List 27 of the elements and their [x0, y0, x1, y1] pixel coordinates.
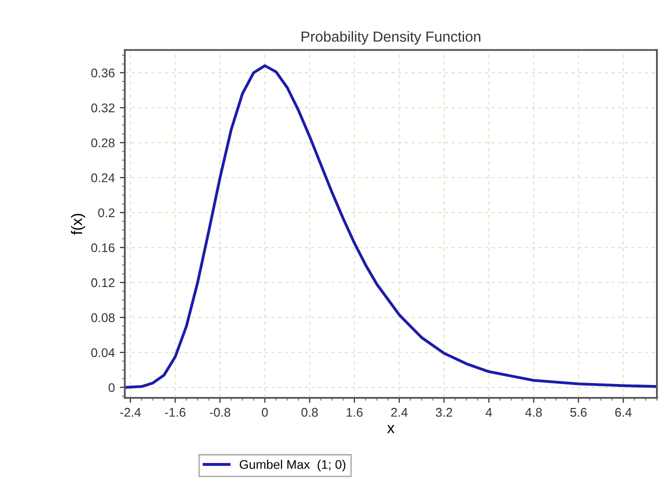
y-tick-label: 0.2 — [98, 208, 114, 218]
x-tick-label: 1.6 — [346, 408, 363, 417]
y-tick-label: 0.24 — [91, 173, 115, 182]
chart-title: Probability Density Function — [302, 31, 480, 45]
y-tick-label: 0.28 — [91, 138, 115, 148]
legend-label: Gumbel Max (1; 0) — [240, 460, 346, 472]
y-tick-label: 0.08 — [91, 313, 115, 322]
x-tick-label: 4 — [486, 408, 492, 417]
x-tick-label: 6.4 — [615, 408, 632, 417]
x-tick-label: 3.2 — [436, 408, 452, 417]
x-axis-title: x — [387, 425, 395, 434]
x-tick-label: 5.6 — [570, 408, 587, 417]
y-tick-label: 0.32 — [91, 103, 114, 112]
x-tick-label: -0.8 — [210, 408, 230, 417]
y-tick-label: 0.12 — [91, 278, 114, 288]
y-tick-label: 0.16 — [91, 243, 115, 252]
y-axis-title: f(x) — [70, 214, 86, 235]
x-tick-label: -1.6 — [165, 408, 186, 417]
x-tick-label: 2.4 — [391, 408, 408, 417]
x-tick-label: -2.4 — [120, 408, 141, 417]
y-tick-label: 0.36 — [91, 68, 115, 78]
x-tick-label: 4.8 — [525, 408, 542, 417]
x-tick-label: 0 — [262, 408, 268, 417]
y-tick-label: 0 — [108, 383, 115, 392]
x-tick-label: 0.8 — [301, 408, 318, 417]
line-series — [124, 64, 657, 389]
y-tick-label: 0.04 — [91, 348, 115, 358]
